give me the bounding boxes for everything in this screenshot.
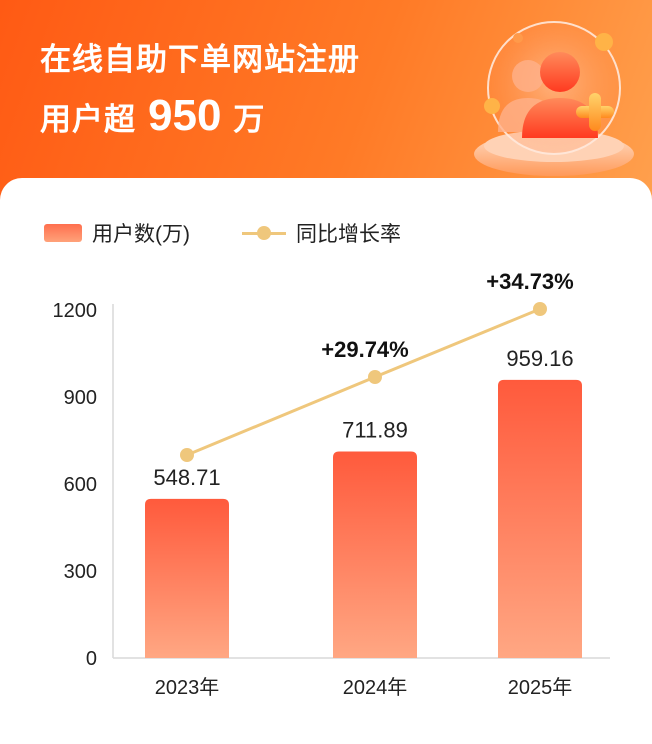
- growth-point: [533, 302, 547, 316]
- y-tick-label: 600: [64, 474, 97, 496]
- legend-item-growth: 同比增长率: [242, 218, 401, 248]
- headline-number: 950: [148, 91, 222, 140]
- legend-line-label: 同比增长率: [296, 223, 401, 246]
- headline-line1: 在线自助下单网站注册: [40, 42, 360, 77]
- bar: [333, 451, 417, 658]
- chart-legend: 用户数(万) 同比增长率: [44, 218, 401, 248]
- bar-value-label: 548.71: [153, 465, 220, 490]
- headline-prefix: 用户超: [40, 102, 136, 137]
- x-tick-label: 2023年: [155, 676, 220, 699]
- y-tick-label: 300: [64, 561, 97, 583]
- legend-bar-swatch: [44, 224, 82, 242]
- bar-value-label: 959.16: [506, 346, 573, 371]
- y-tick-label: 1200: [53, 300, 98, 322]
- bar: [498, 379, 582, 658]
- legend-bar-label: 用户数(万): [92, 223, 190, 246]
- bar: [145, 498, 229, 658]
- legend-line-swatch: [242, 224, 286, 242]
- x-tick-label: 2025年: [508, 676, 573, 699]
- growth-rate-label: +34.73%: [486, 269, 573, 294]
- users-icon: [474, 21, 634, 176]
- x-tick-label: 2024年: [343, 676, 408, 699]
- growth-point: [180, 448, 194, 462]
- y-tick-label: 0: [86, 648, 97, 670]
- legend-item-users: 用户数(万): [44, 218, 190, 248]
- y-tick-label: 900: [64, 387, 97, 409]
- headline: 在线自助下单网站注册 用户超 950 万: [40, 40, 360, 142]
- headline-suffix: 万: [233, 102, 266, 137]
- bar-value-label: 711.89: [342, 418, 408, 443]
- headline-line2: 用户超 950 万: [40, 94, 360, 142]
- growth-rate-label: +29.74%: [321, 337, 408, 362]
- growth-point: [368, 370, 382, 384]
